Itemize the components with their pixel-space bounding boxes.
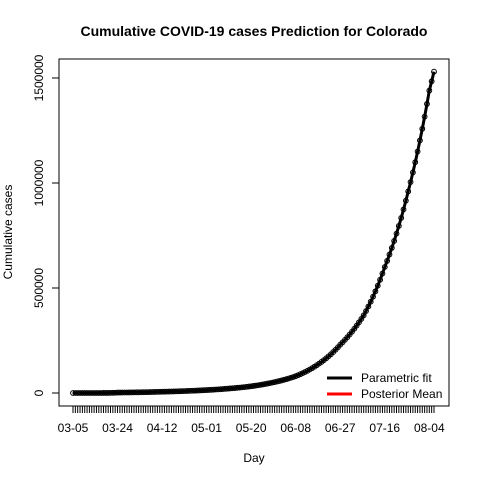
x-tick-label: 05-20 — [236, 421, 267, 435]
legend-label-posterior-mean: Posterior Mean — [361, 387, 442, 401]
y-tick-label: 1000000 — [32, 159, 46, 206]
legend: Parametric fit Posterior Mean — [327, 371, 442, 401]
x-tick-label: 06-08 — [280, 421, 311, 435]
x-tick-label: 04-12 — [147, 421, 178, 435]
observed-points — [70, 68, 437, 396]
x-tick-label: 05-01 — [191, 421, 222, 435]
chart-title: Cumulative COVID-19 cases Prediction for… — [81, 23, 428, 39]
x-tick-label: 07-16 — [369, 421, 400, 435]
x-tick-label: 06-27 — [325, 421, 356, 435]
y-tick-label: 0 — [32, 389, 46, 396]
x-tick-label: 03-05 — [58, 421, 89, 435]
y-axis-label: Cumulative cases — [1, 185, 15, 280]
x-axis: 03-05 03-24 04-12 05-01 05-20 06-08 06-27 07-16… — [58, 405, 445, 435]
series-lines — [72, 71, 436, 395]
y-axis: 0 500000 1000000 1500000 — [32, 54, 60, 396]
y-tick-label: 500000 — [32, 268, 46, 308]
x-tick-label: 03-24 — [102, 421, 133, 435]
y-tick-label: 1500000 — [32, 54, 46, 101]
plot-frame — [58, 58, 450, 407]
legend-label-parametric-fit: Parametric fit — [361, 371, 432, 385]
x-tick-label: 08-04 — [414, 421, 445, 435]
x-axis-label: Day — [243, 451, 264, 465]
series-line-parametric-fit — [72, 71, 436, 395]
